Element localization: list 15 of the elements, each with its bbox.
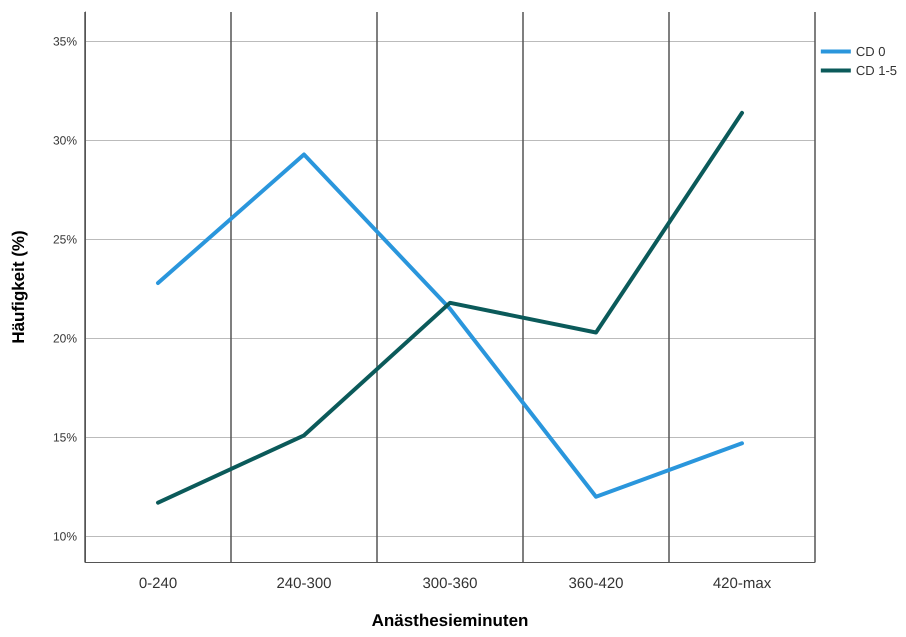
x-tick-label: 300-360 <box>422 575 478 592</box>
y-tick-label: 10% <box>52 529 78 544</box>
y-tick-label: 20% <box>52 331 78 346</box>
y-axis-title: Häufigkeit (%) <box>9 230 28 344</box>
y-tick-label: 30% <box>52 134 78 148</box>
x-axis-title: Anästhesieminuten <box>372 611 528 630</box>
legend-label: CD 0 <box>856 44 886 59</box>
y-tick-label: 35% <box>52 34 78 49</box>
x-tick-label: 360-420 <box>568 575 624 592</box>
y-tick-label: 25% <box>52 232 78 247</box>
x-tick-label: 0-240 <box>138 575 178 592</box>
y-tick-label: 15% <box>52 430 78 444</box>
x-tick-label: 420-max <box>712 575 772 592</box>
x-tick-label: 240-300 <box>276 575 332 592</box>
legend-label: CD 1-5 <box>856 63 898 78</box>
